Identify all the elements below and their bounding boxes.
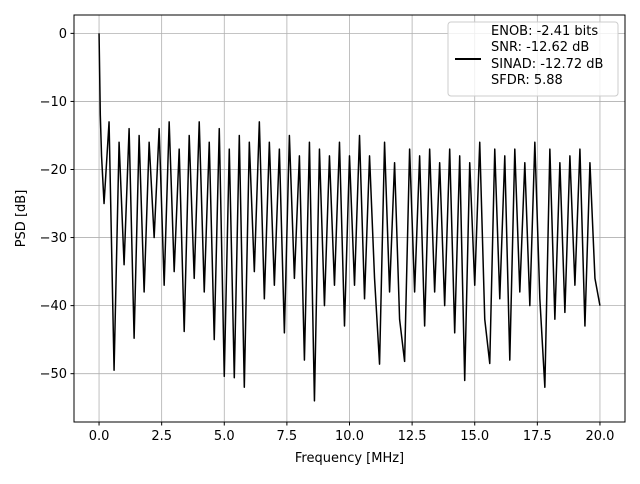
- y-tick-label: −30: [40, 231, 67, 246]
- legend: ENOB: -2.41 bits SNR: -12.62 dB SINAD: -…: [447, 21, 619, 97]
- x-tick-label: 7.5: [277, 429, 298, 444]
- plot-area: [98, 33, 601, 402]
- x-tick-label: 17.5: [523, 429, 552, 444]
- y-tick-label: −40: [40, 299, 67, 314]
- y-tick-label: −10: [40, 95, 67, 110]
- x-tick-label: 15.0: [460, 429, 489, 444]
- x-tick-label: 12.5: [398, 429, 427, 444]
- ticks: 0.0 2.5 5.0 7.5 10.0 12.5 15.0 17.5 20.0 0 −10 −20 −…: [40, 27, 615, 444]
- y-tick-label: 0: [59, 27, 67, 42]
- legend-label: ENOB: -2.41 bits SNR: -12.62 dB SINAD: -…: [491, 24, 604, 89]
- legend-box: [447, 21, 619, 97]
- x-axis-label: Frequency [MHz]: [295, 451, 404, 466]
- y-axis-label: PSD [dB]: [14, 190, 29, 248]
- x-tick-label: 2.5: [151, 429, 172, 444]
- x-tick-label: 0.0: [89, 429, 110, 444]
- x-tick-label: 20.0: [585, 429, 614, 444]
- y-tick-label: −20: [40, 163, 67, 178]
- psd-line: [98, 33, 601, 402]
- legend-text-box: ENOB: -2.41 bits SNR: -12.62 dB SINAD: -…: [491, 24, 604, 89]
- y-tick-label: −50: [40, 367, 67, 382]
- x-tick-label: 10.0: [335, 429, 364, 444]
- x-tick-label: 5.0: [214, 429, 235, 444]
